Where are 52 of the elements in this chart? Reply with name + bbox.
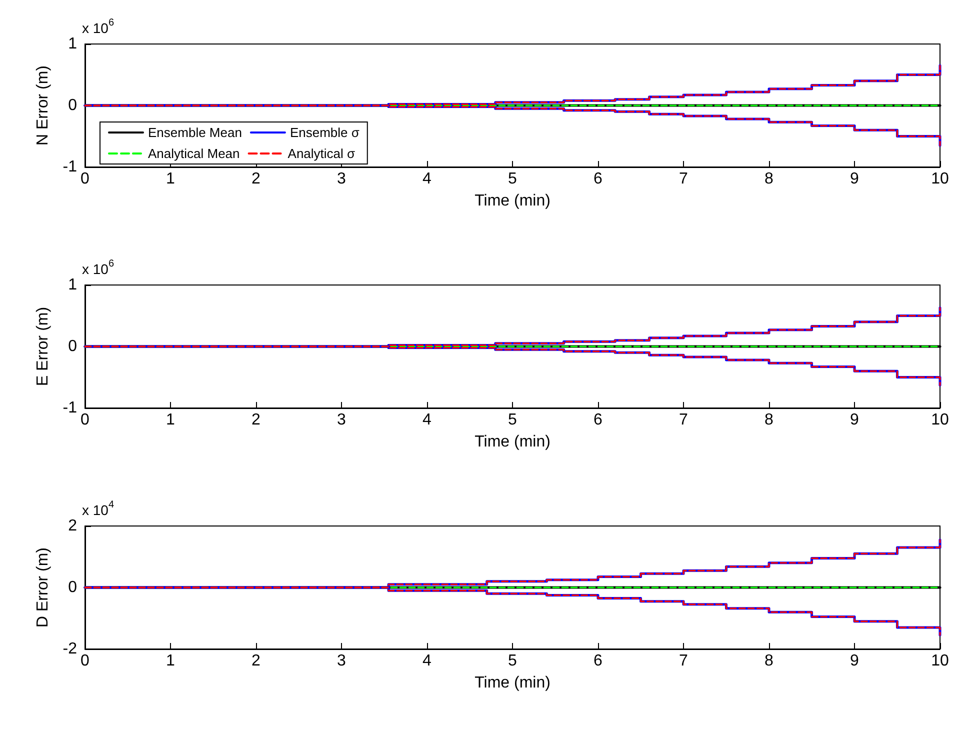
y-tick-label: -1	[62, 158, 78, 176]
x-tick-label: 1	[166, 170, 176, 188]
x-tick-label: 10	[931, 170, 949, 188]
legend-label: Analytical Mean	[148, 146, 240, 161]
x-tick-label: 6	[594, 412, 603, 428]
x-tick-label: 0	[80, 412, 90, 428]
x-tick-label: 0	[80, 170, 90, 188]
x-tick-label: 9	[850, 170, 860, 188]
x-tick-label: 5	[508, 170, 518, 188]
x-tick-label: 10	[931, 652, 949, 670]
x-tick-label: 6	[594, 652, 603, 670]
x-tick-label: 4	[422, 652, 432, 670]
x-tick-label: 2	[252, 170, 261, 188]
legend-label: Ensemble σ	[290, 125, 360, 140]
y-axis-title: D Error (m)	[34, 548, 52, 628]
x-axis-title: Time (min)	[474, 674, 550, 692]
x-tick-label: 0	[80, 652, 90, 670]
x-tick-label: 8	[764, 652, 774, 670]
y-tick-label: 0	[68, 97, 78, 114]
x-tick-label: 3	[337, 170, 346, 188]
y-axis-title: E Error (m)	[34, 306, 52, 386]
x-tick-label: 4	[422, 170, 432, 188]
x-tick-label: 2	[252, 412, 261, 428]
x-tick-label: 2	[252, 652, 261, 670]
x-tick-label: 7	[679, 412, 688, 428]
x-tick-label: 4	[422, 412, 432, 428]
y-tick-label: 2	[68, 518, 78, 534]
x-tick-label: 9	[850, 412, 860, 428]
y-tick-label: -2	[62, 640, 78, 658]
legend-label: Ensemble Mean	[148, 125, 242, 140]
x-tick-label: 3	[337, 652, 346, 670]
x-tick-label: 1	[166, 652, 176, 670]
y-axis-title: N Error (m)	[34, 66, 52, 146]
x-tick-label: 3	[337, 412, 346, 428]
y-tick-label: 1	[68, 276, 78, 294]
x-tick-label: 7	[679, 170, 688, 188]
y-tick-label: 1	[68, 36, 78, 52]
x-tick-label: 10	[931, 412, 949, 428]
y-tick-label: 0	[68, 579, 78, 596]
y-tick-label: 0	[68, 338, 78, 355]
x-axis-title: Time (min)	[474, 192, 550, 210]
x-tick-label: 5	[508, 412, 518, 428]
x-tick-label: 6	[594, 170, 603, 188]
x-tick-label: 1	[166, 412, 176, 428]
x-tick-label: 8	[764, 170, 774, 188]
x-axis-title: Time (min)	[474, 434, 550, 450]
x-tick-label: 7	[679, 652, 688, 670]
legend-label: Analytical σ	[288, 146, 356, 161]
x-tick-label: 8	[764, 412, 774, 428]
x-tick-label: 9	[850, 652, 860, 670]
x-tick-label: 5	[508, 652, 518, 670]
y-tick-label: -1	[62, 400, 78, 416]
